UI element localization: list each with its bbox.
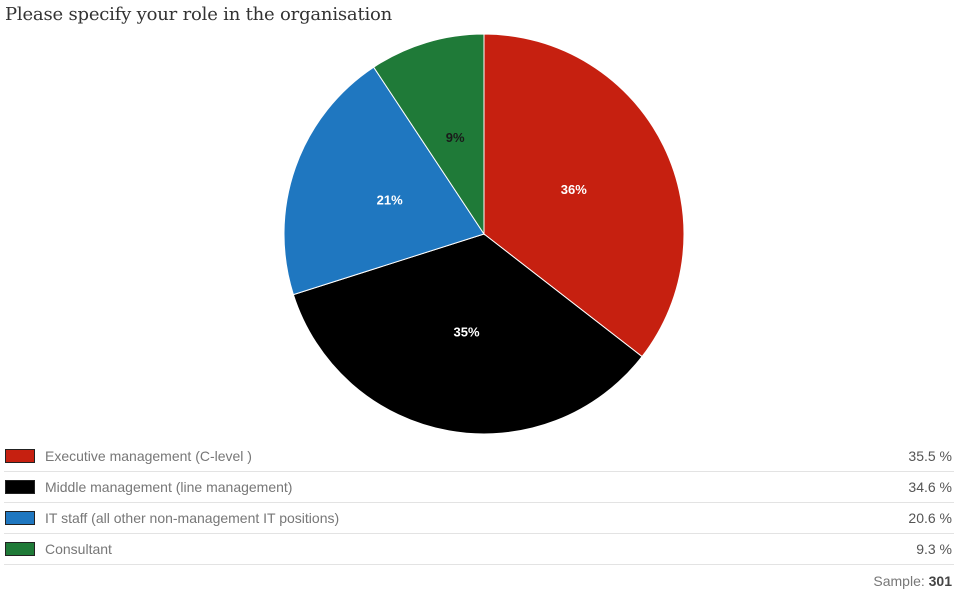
legend-value-0: 35.5 % [908, 448, 952, 464]
legend-row-2[interactable]: IT staff (all other non-management IT po… [4, 503, 954, 534]
pie-slice-3[interactable] [372, 33, 485, 236]
legend-row-1[interactable]: Middle management (line management) 34.6 … [4, 472, 954, 503]
legend-row-0[interactable]: Executive management (C-level ) 35.5 % [4, 441, 954, 472]
legend-label-2: IT staff (all other non-management IT po… [45, 510, 340, 526]
legend-value-3: 9.3 % [916, 541, 952, 557]
legend-swatch-1 [5, 480, 35, 494]
legend-value-2: 20.6 % [908, 510, 952, 526]
sample-label: Sample: [873, 573, 925, 589]
sample-value: 301 [928, 573, 952, 589]
legend-label-0: Executive management (C-level ) [45, 448, 252, 464]
legend: Executive management (C-level ) 35.5 % Mid… [4, 441, 954, 565]
pie-slice-2[interactable] [283, 66, 485, 296]
legend-swatch-2 [5, 511, 35, 525]
pie-slice-0[interactable] [483, 33, 685, 358]
pie-slice-label-1: 35% [453, 325, 479, 340]
chart-title: Please specify your role in the organisa… [5, 4, 393, 25]
legend-label-3: Consultant [45, 541, 112, 557]
legend-label-1: Middle management (line management) [45, 479, 293, 495]
pie-slice-label-3: 9% [446, 130, 465, 145]
legend-value-1: 34.6 % [908, 479, 952, 495]
legend-swatch-0 [5, 449, 35, 463]
pie-chart: 36% 35% 21% 9% [283, 33, 685, 435]
pie-slice-label-2: 21% [377, 193, 403, 208]
legend-swatch-3 [5, 542, 35, 556]
pie-slice-label-0: 36% [561, 182, 587, 197]
sample-size: Sample: 301 [873, 573, 952, 589]
pie-slice-1[interactable] [292, 233, 643, 435]
legend-row-3[interactable]: Consultant 9.3 % [4, 534, 954, 565]
